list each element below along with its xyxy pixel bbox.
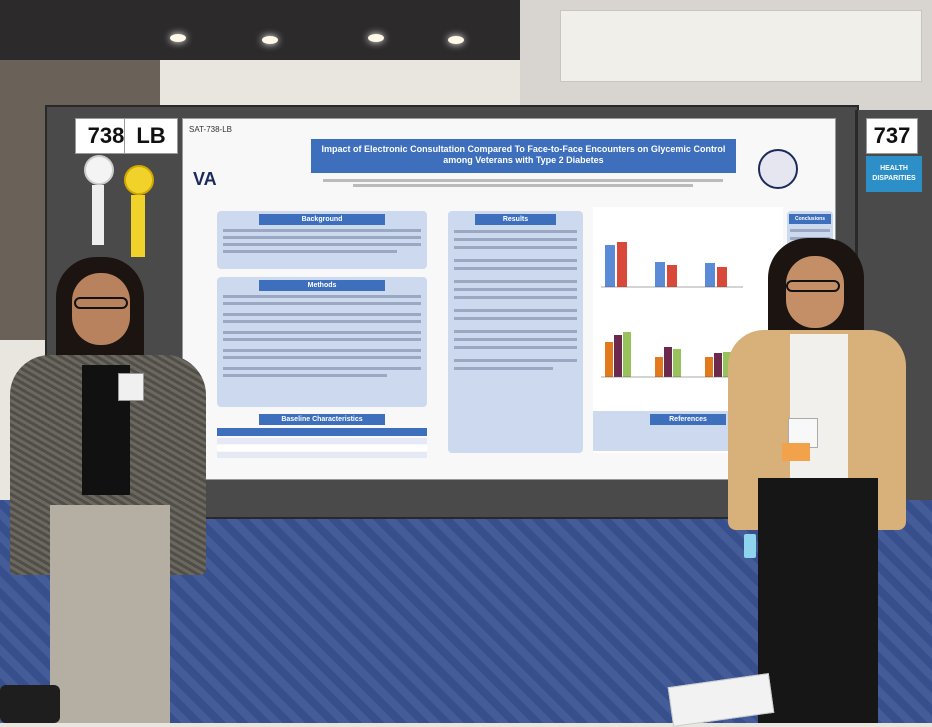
va-logo: VA — [193, 169, 217, 189]
face — [72, 273, 130, 345]
ceiling-light — [368, 34, 384, 42]
section-heading: References — [650, 414, 726, 425]
bar — [705, 357, 713, 377]
glasses — [786, 280, 840, 292]
bar — [655, 262, 665, 287]
bar — [623, 332, 631, 377]
bar — [673, 349, 681, 377]
background-section: Background — [217, 211, 427, 269]
ceiling-light — [448, 36, 464, 44]
section-heading: Background — [259, 214, 385, 225]
black-trousers — [758, 478, 878, 723]
results-section: Results — [448, 211, 583, 453]
name-badge — [118, 373, 144, 401]
booth-suffix-lb: LB — [124, 118, 178, 154]
author-list — [313, 177, 733, 189]
section-heading: Methods — [259, 280, 385, 291]
bar — [723, 352, 731, 377]
presenter-left — [8, 255, 218, 723]
bag-on-floor — [0, 685, 60, 723]
ceiling-light — [262, 36, 278, 44]
health-disparities-sign: HEALTH DISPARITIES — [866, 156, 922, 192]
hall-window — [560, 10, 922, 82]
gray-trousers — [50, 505, 170, 723]
bar — [717, 267, 727, 287]
bar — [705, 263, 715, 287]
white-award-ribbon — [84, 155, 114, 245]
bar — [664, 347, 672, 377]
figure-2 — [601, 332, 743, 378]
phone — [744, 534, 756, 558]
bar — [714, 353, 722, 377]
poster-title: Impact of Electronic Consultation Compar… — [321, 144, 726, 165]
bar — [605, 245, 615, 287]
ceiling-light — [170, 34, 186, 42]
bar — [617, 242, 627, 287]
bar-figures — [601, 242, 743, 378]
poster-title-bar: Impact of Electronic Consultation Compar… — [311, 139, 736, 173]
section-heading: Baseline Characteristics — [259, 414, 385, 425]
methods-section: Methods — [217, 277, 427, 407]
bar — [667, 265, 677, 287]
bar — [614, 335, 622, 377]
face — [786, 256, 844, 328]
yellow-award-ribbon — [124, 165, 154, 257]
figure-1 — [601, 242, 743, 288]
glasses — [74, 297, 128, 309]
orange-ribbon — [782, 443, 810, 461]
section-heading: Conclusions — [789, 214, 831, 224]
presenter-right — [728, 238, 908, 723]
poster-id: SAT-738-LB — [189, 125, 232, 134]
bar — [605, 342, 613, 377]
university-seal — [758, 149, 798, 189]
bar — [655, 357, 663, 377]
booth-number-737: 737 — [866, 118, 918, 154]
section-heading: Results — [475, 214, 556, 225]
baseline-characteristics-section: Baseline Characteristics — [217, 411, 427, 458]
